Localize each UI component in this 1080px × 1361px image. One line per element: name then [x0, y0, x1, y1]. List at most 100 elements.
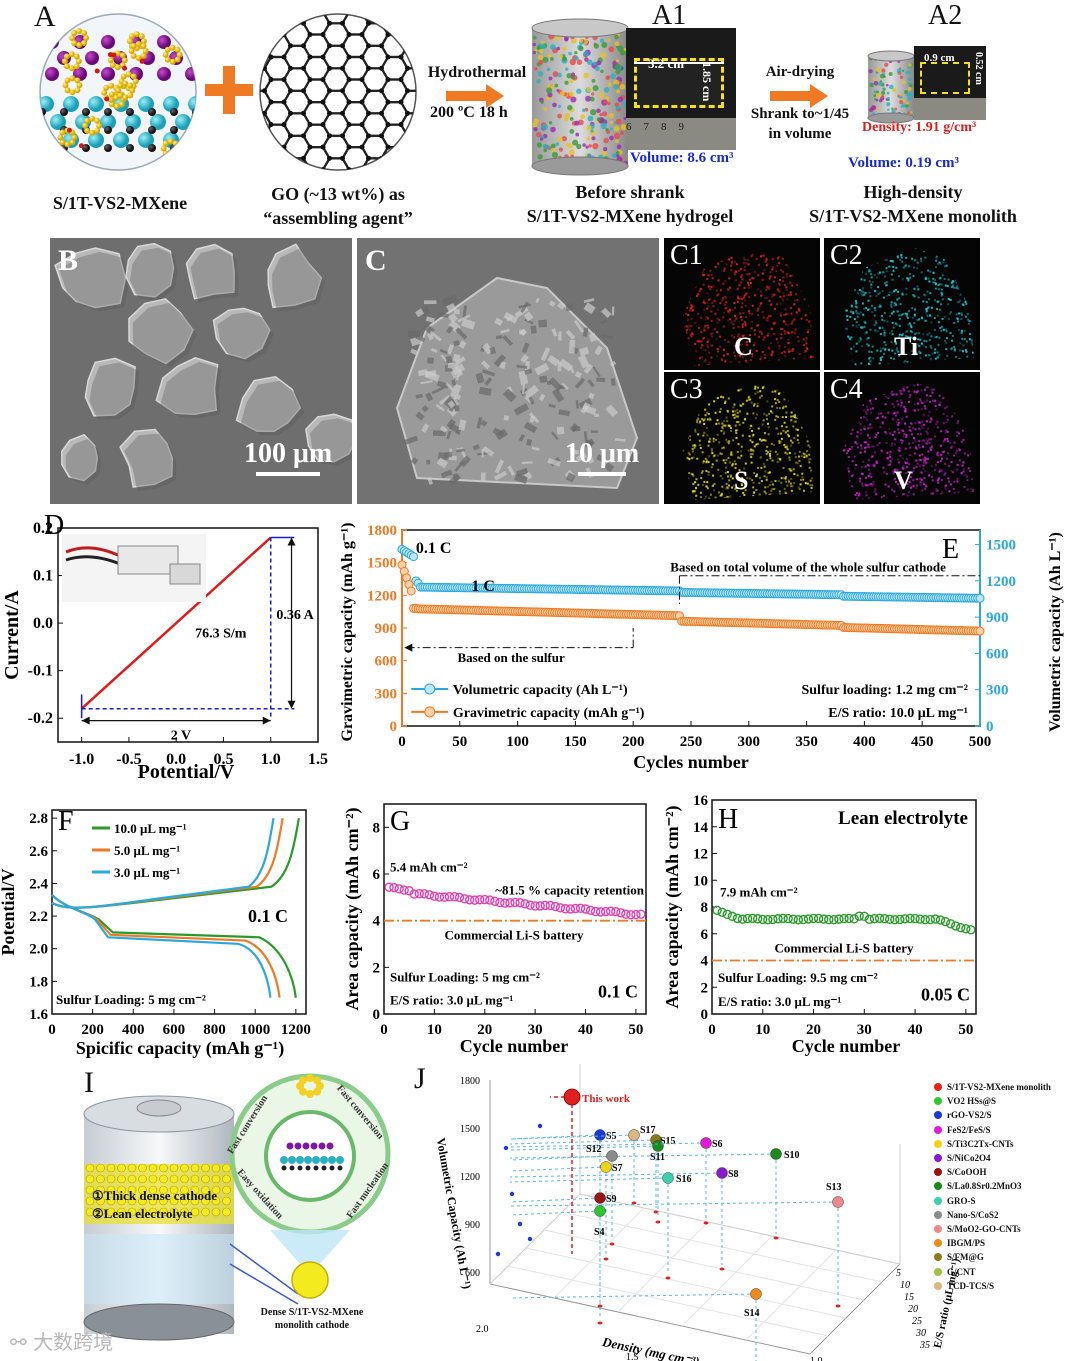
- x-tick: -0.5: [116, 751, 141, 768]
- x-tick: 0: [708, 1022, 716, 1038]
- y-tick-left: 600: [375, 654, 398, 670]
- y-tick: 12: [693, 847, 708, 863]
- point-label: S9: [606, 1194, 617, 1205]
- data-point: [594, 1205, 606, 1217]
- legend-label: FeS2/FeS/S: [947, 1124, 991, 1135]
- x-tick: 1.0: [261, 751, 281, 768]
- hydrogel-photo: 3.2 cm 1.85 cm 6789: [626, 28, 736, 150]
- legend-label: S/1T-VS2-MXene monolith: [947, 1082, 1051, 1093]
- panel-h-label: H: [718, 804, 738, 835]
- monolith-cylinder: [866, 50, 916, 124]
- y-tick: 20: [908, 1304, 918, 1315]
- legend-item: S/Ti3C2Tx-CNTs: [934, 1137, 1080, 1151]
- legend-label: Nano-S/CoS2: [947, 1209, 999, 1220]
- y-tick: 16: [693, 793, 709, 809]
- this-work-label: This work: [582, 1093, 631, 1105]
- point-label: S6: [712, 1139, 723, 1150]
- hydrothermal-arrow: [446, 84, 504, 108]
- x-axis-label: Density (mg cm⁻³): [600, 1334, 701, 1361]
- data-point: [716, 1167, 728, 1179]
- y-tick-right: 1500: [986, 538, 1016, 554]
- sem-image-b: B 100 μm: [50, 238, 352, 504]
- x-axis-label: Potential/V: [138, 761, 235, 783]
- data-point: [832, 1196, 844, 1208]
- x-tick: 450: [911, 734, 934, 750]
- y-tick-right: 900: [986, 610, 1009, 626]
- delta-i-label: 0.36 A: [276, 608, 314, 623]
- y-tick-left: 1500: [367, 556, 397, 572]
- x-tick: 20: [806, 1022, 821, 1038]
- legend-marker: [934, 1168, 942, 1177]
- y-tick-left: 1200: [367, 588, 397, 604]
- x-tick: 150: [564, 734, 587, 750]
- commercial-label: Commercial Li-S battery: [774, 940, 914, 955]
- legend-label: S/FM@G: [947, 1252, 984, 1263]
- eds-element-label: C: [734, 332, 753, 361]
- eds-element-label: Ti: [894, 332, 919, 361]
- x-tick: 350: [795, 734, 818, 750]
- eds-map-ti: C2 Ti: [824, 238, 980, 370]
- y-tick: 2.6: [29, 844, 48, 860]
- data-point: [750, 1288, 762, 1300]
- panel-d-label: D: [44, 512, 64, 541]
- projection-line: [509, 1145, 659, 1151]
- point-label: S7: [612, 1163, 623, 1174]
- x-tick: 40: [908, 1022, 923, 1038]
- y-tick: 10: [900, 1280, 910, 1291]
- x-tick: 0: [48, 1022, 56, 1038]
- y-tick: 30: [915, 1328, 926, 1339]
- x-tick: 200: [81, 1022, 104, 1038]
- volumetric-series: [397, 544, 985, 603]
- eds-map-v: C4 V: [824, 372, 980, 504]
- monolith-volume: Volume: 0.19 cm³: [848, 155, 960, 171]
- y-tick: 0: [701, 1007, 709, 1023]
- data-point: [652, 1140, 664, 1152]
- conductivity-label: 76.3 S/m: [195, 626, 247, 641]
- hydrogel-width: 3.2 cm: [648, 56, 685, 71]
- y-tick: 10: [693, 873, 708, 889]
- monolith-caption: High-density S/1T-VS2-MXene monolith: [809, 182, 1017, 226]
- watermark-logo-icon: ⚯: [10, 1330, 34, 1354]
- x-tick: 1.5: [308, 751, 328, 768]
- legend-item: TCD-TCS/S: [934, 1279, 1080, 1293]
- x-tick: 0: [398, 734, 406, 750]
- battery-cell-illustration: [83, 1095, 299, 1341]
- x-tick: 30: [528, 1022, 543, 1038]
- x-tick: 500: [969, 734, 992, 750]
- legend-item: S/1T-VS2-MXene monolith: [934, 1080, 1080, 1094]
- y-tick: 2.2: [29, 909, 48, 925]
- projection-line: [509, 1210, 601, 1216]
- scatter-3d-plot: 600 900 1200 1500 1800 2.0 1.5 1.0 5101520253035…: [460, 1054, 930, 1361]
- point-label: S8: [728, 1169, 739, 1180]
- y-axis-label-right: Volumetric capacity (Ah L⁻¹): [1047, 532, 1064, 732]
- y-axis-label-left: Gravimetric capacity (mAh g⁻¹): [339, 523, 356, 742]
- legend-marker: [934, 1111, 942, 1120]
- legend-marker: [934, 1182, 942, 1191]
- legend-item: S/MoO2-GO-CNTs: [934, 1222, 1080, 1236]
- panel-i-label: I: [84, 1066, 94, 1099]
- z-tick: 1200: [460, 1172, 480, 1183]
- z-tick: 1800: [460, 1076, 480, 1087]
- panel-h: 0 10 20 30 40 50 0 2 4 6 8 10 12 14 16 Cycle number Area…: [660, 790, 990, 1062]
- legend-item: Nano-S/CoS2: [934, 1208, 1080, 1222]
- panel-g-label: G: [390, 806, 410, 837]
- point-label: S17: [640, 1125, 656, 1136]
- lean-electrolyte-title: Lean electrolyte: [838, 808, 968, 829]
- legend-volumetric: Volumetric capacity (Ah L⁻¹): [453, 683, 628, 698]
- legend-label: S/La0.8Sr0.2MnO3: [947, 1181, 1022, 1192]
- point-label: S12: [586, 1144, 602, 1155]
- legend-item: 5.0 μL mg⁻¹: [114, 843, 180, 858]
- rate-label: 0.1 C: [598, 982, 638, 1002]
- panel-j-label: J: [414, 1062, 426, 1095]
- legend-marker: [934, 1139, 942, 1148]
- graphene-oxide-illustration: [258, 12, 418, 172]
- es-ratio: E/S ratio: 3.0 μL mg⁻¹: [718, 994, 841, 1009]
- data-point: [700, 1137, 712, 1149]
- mechanism-zoom-circle: [229, 1073, 391, 1235]
- legend-label: GRO-S: [947, 1195, 976, 1206]
- y-tick: 4: [701, 954, 709, 970]
- panel-d: -1.0 -0.5 0.0 0.5 1.0 1.5 0.2 0.1 0.0 -0.1 -0.2 D Po…: [0, 510, 340, 788]
- panel-f-label: F: [58, 806, 74, 837]
- legend-item: GRO-S: [934, 1194, 1080, 1208]
- panel-c-label: C: [365, 244, 387, 277]
